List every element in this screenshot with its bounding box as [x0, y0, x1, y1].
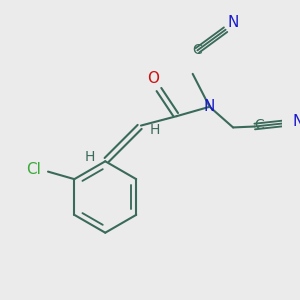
Text: H: H [150, 123, 160, 137]
Text: N: N [227, 15, 239, 30]
Text: C: C [254, 118, 264, 132]
Text: Cl: Cl [26, 162, 40, 177]
Text: N: N [204, 99, 215, 114]
Text: N: N [292, 114, 300, 129]
Text: H: H [85, 150, 95, 164]
Text: C: C [193, 44, 202, 57]
Text: O: O [147, 71, 159, 86]
